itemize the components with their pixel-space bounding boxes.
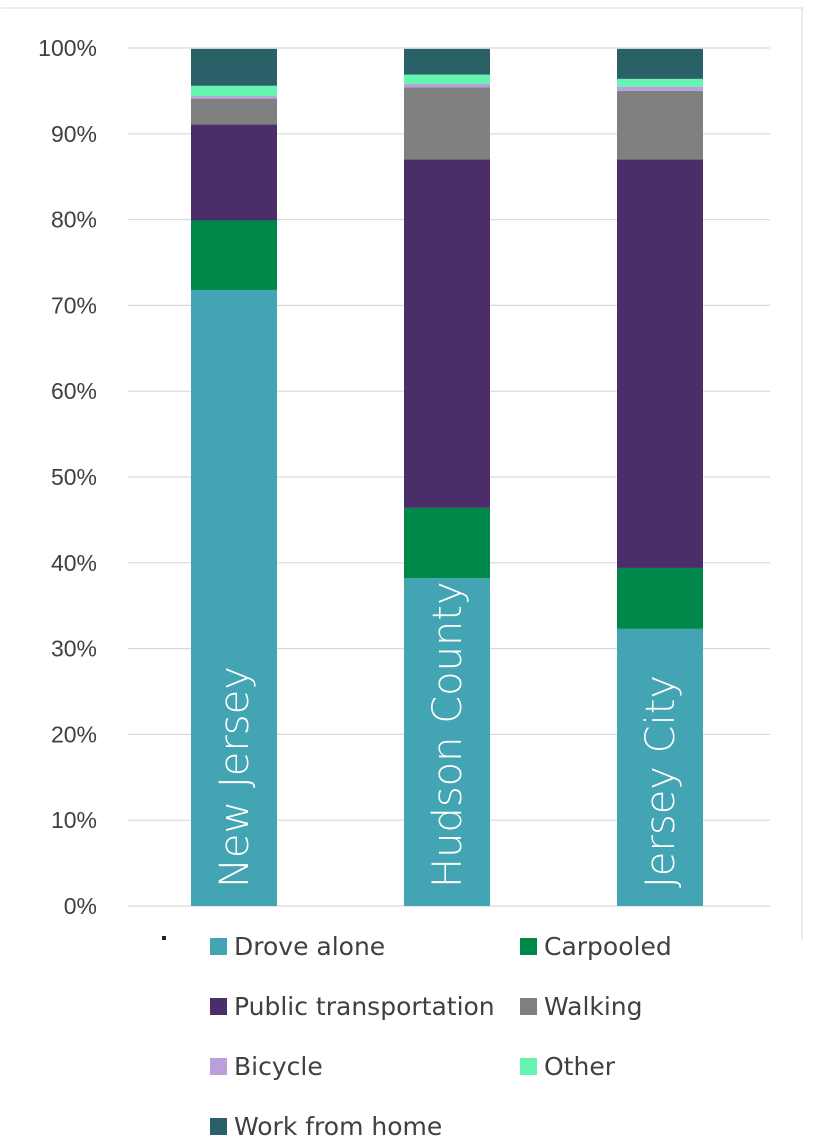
bar-segment-public-transportation — [191, 124, 277, 221]
legend-label: Carpooled — [544, 932, 672, 961]
bar-segment-bicycle — [191, 96, 277, 99]
y-tick-label: 100% — [38, 35, 97, 61]
bar-segment-carpooled — [404, 507, 490, 579]
bar-segment-other — [191, 85, 277, 97]
bar-segment-drove-alone — [617, 628, 703, 906]
legend-swatch — [210, 1058, 227, 1075]
y-tick-label: 70% — [51, 292, 97, 318]
stray-dot — [162, 936, 166, 940]
legend-swatch — [210, 938, 227, 955]
legend-label: Public transportation — [234, 992, 495, 1021]
bar-segment-work-from-home — [191, 48, 277, 86]
legend-item: Carpooled — [520, 932, 672, 961]
y-tick-label: 80% — [51, 207, 97, 233]
bar-segment-work-from-home — [404, 48, 490, 75]
legend-swatch — [520, 998, 537, 1015]
bar-segment-walking — [191, 98, 277, 125]
y-tick-label: 0% — [64, 893, 97, 919]
legend-label: Work from home — [234, 1112, 443, 1141]
category-label: Jersey City — [638, 675, 684, 888]
y-tick-label: 30% — [51, 636, 97, 662]
bar-segment-public-transportation — [404, 159, 490, 508]
legend-item: Bicycle — [210, 1052, 323, 1081]
legend-item: Drove alone — [210, 932, 385, 961]
legend-item: Walking — [520, 992, 643, 1021]
bar-segment-bicycle — [404, 84, 490, 88]
y-tick-label: 90% — [51, 121, 97, 147]
legend-item: Other — [520, 1052, 615, 1081]
y-tick-label: 40% — [51, 550, 97, 576]
bar-segment-work-from-home — [617, 48, 703, 79]
bar-segment-carpooled — [617, 567, 703, 629]
bar-segment-bicycle — [617, 86, 703, 91]
bar-segment-drove-alone — [191, 289, 277, 906]
legend-swatch — [520, 938, 537, 955]
bar-segment-drove-alone — [404, 578, 490, 906]
y-tick-label: 10% — [51, 807, 97, 833]
bar-segment-other — [404, 74, 490, 85]
bar-segment-carpooled — [191, 220, 277, 290]
legend-label: Walking — [544, 992, 643, 1021]
category-label: Hudson County — [425, 581, 471, 888]
bar-segment-walking — [617, 90, 703, 160]
y-tick-label: 60% — [51, 378, 97, 404]
bar-segment-public-transportation — [617, 159, 703, 568]
bar-segment-other — [617, 78, 703, 87]
legend-swatch — [210, 1118, 227, 1135]
legend-swatch — [210, 998, 227, 1015]
legend-label: Drove alone — [234, 932, 386, 961]
bar-segment-walking — [404, 87, 490, 160]
legend-label: Other — [544, 1052, 615, 1081]
legend-item: Public transportation — [210, 992, 495, 1021]
category-label: New Jersey — [212, 666, 258, 888]
y-tick-label: 50% — [51, 464, 97, 490]
legend-label: Bicycle — [234, 1052, 323, 1081]
legend-swatch — [520, 1058, 537, 1075]
legend-item: Work from home — [210, 1112, 442, 1141]
y-tick-label: 20% — [51, 721, 97, 747]
